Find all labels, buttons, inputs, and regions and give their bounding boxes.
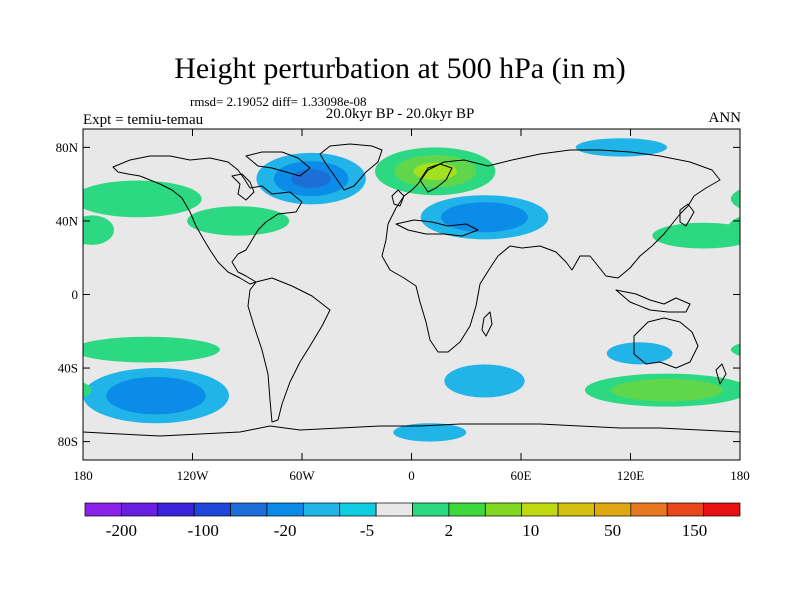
colorbar-label: -200 [106,521,137,540]
stats-subtitle: rmsd= 2.19052 diff= 1.33098e-08 [190,94,367,109]
anomaly-southern-indian-high-wrap-level-1 [0,379,66,402]
anomaly-southern-indian-high-wrap-level-0 [83,382,93,398]
anomaly-australia-low-level-0 [606,342,673,365]
colorbar-label: -100 [188,521,219,540]
colorbar-box [302,502,341,517]
colorbar-box [193,502,231,517]
coastline-britain [391,189,405,207]
coastline-indonesia [615,289,691,313]
anomaly-north-pacific-east-high-wrap-level-0 [83,226,98,245]
colorbar-box [666,502,704,517]
colorbar-label: 50 [604,521,621,540]
lon-tick-label: 180 [730,468,750,483]
colorbar-box [703,502,741,517]
colorbar-box [448,502,486,517]
coastline-hudson-bay [231,173,255,201]
anomaly-north-america-high-level-0 [187,206,290,236]
colorbar-box [412,502,450,517]
plot-title: Height perturbation at 500 hPa (in m) [174,52,626,85]
colorbar: -200 -100 -20 -5 2 10 50 150 [84,502,741,540]
experiment-label: Expt = temiu-temau [83,112,204,128]
coastline-north-america [112,155,303,285]
coastline-greenland [319,143,383,191]
lon-tick-label: 180 [73,468,93,483]
coastline-madagascar [481,311,493,337]
lon-tick-label: 0 [408,468,415,483]
lon-tick-label: 120W [177,468,210,483]
lat-tick-label: 40N [56,213,79,228]
colorbar-box [375,502,413,517]
anomaly-north-pacific-east-high-level-0 [652,222,740,249]
anomaly-mediterranean-low-level-1 [441,202,528,233]
coastline-eurasia-africa [381,149,721,353]
colorbar-label: -20 [274,521,297,540]
anomaly-south-pacific-low-level-1 [106,376,206,415]
colorbar-label: 2 [445,521,454,540]
colorbar-box [266,502,304,517]
colorbar-box [339,502,377,517]
lon-tick-label: 120E [617,468,645,483]
colorbar-box [230,502,268,517]
colorbar-box [630,502,668,517]
coastline-south-america [247,277,331,423]
lat-tick-label: 80N [56,140,79,155]
lon-tick-label: 60E [511,468,532,483]
season-label: ANN [708,110,742,126]
coastline-scandinavia [419,163,453,193]
anomaly-southern-indian-high-level-1 [611,378,723,402]
anomaly-south-pacific-high-level-0 [83,336,220,363]
period-label: 20.0kyr BP - 20.0kyr BP [325,106,475,122]
anomaly-north-pacific-high-wrap-level-0 [730,189,740,209]
coastline-japan [679,203,695,227]
coastline-arctic-islands [245,151,311,177]
colorbar-label: -5 [360,521,374,540]
coastline-antarctica [83,423,740,437]
lat-tick-label: 0 [72,287,79,302]
coastline-mediterranean [395,219,479,237]
anomaly-southern-atlantic-low-level-0 [444,364,525,398]
anomaly-antarctic-low-level-0 [393,423,467,442]
lon-tick-label: 60W [289,468,315,483]
coastline-australia [633,317,699,369]
map-axes: 80N 40N 0 40S 80S 180 120W 60W 0 60E 120E 180 [56,129,750,483]
colorbar-box [84,502,122,517]
anomaly-south-pacific-high-wrap-level-0 [730,343,740,356]
colorbar-box [121,502,159,517]
colorbar-label: 10 [522,521,539,540]
anomaly-arctic-low-level-0 [575,138,667,157]
colorbar-box [157,502,195,517]
anomaly-north-atlantic-low-level-2 [291,169,331,188]
lat-tick-label: 80S [58,434,78,449]
colorbar-label: 150 [682,521,708,540]
colorbar-box [557,502,595,517]
anomaly-layer [0,138,740,442]
coastline-new-zealand [715,363,727,385]
lat-tick-label: 40S [58,361,78,376]
coastlines [83,143,740,437]
colorbar-box [594,502,632,517]
colorbar-box [521,502,559,517]
colorbar-box [484,502,523,517]
